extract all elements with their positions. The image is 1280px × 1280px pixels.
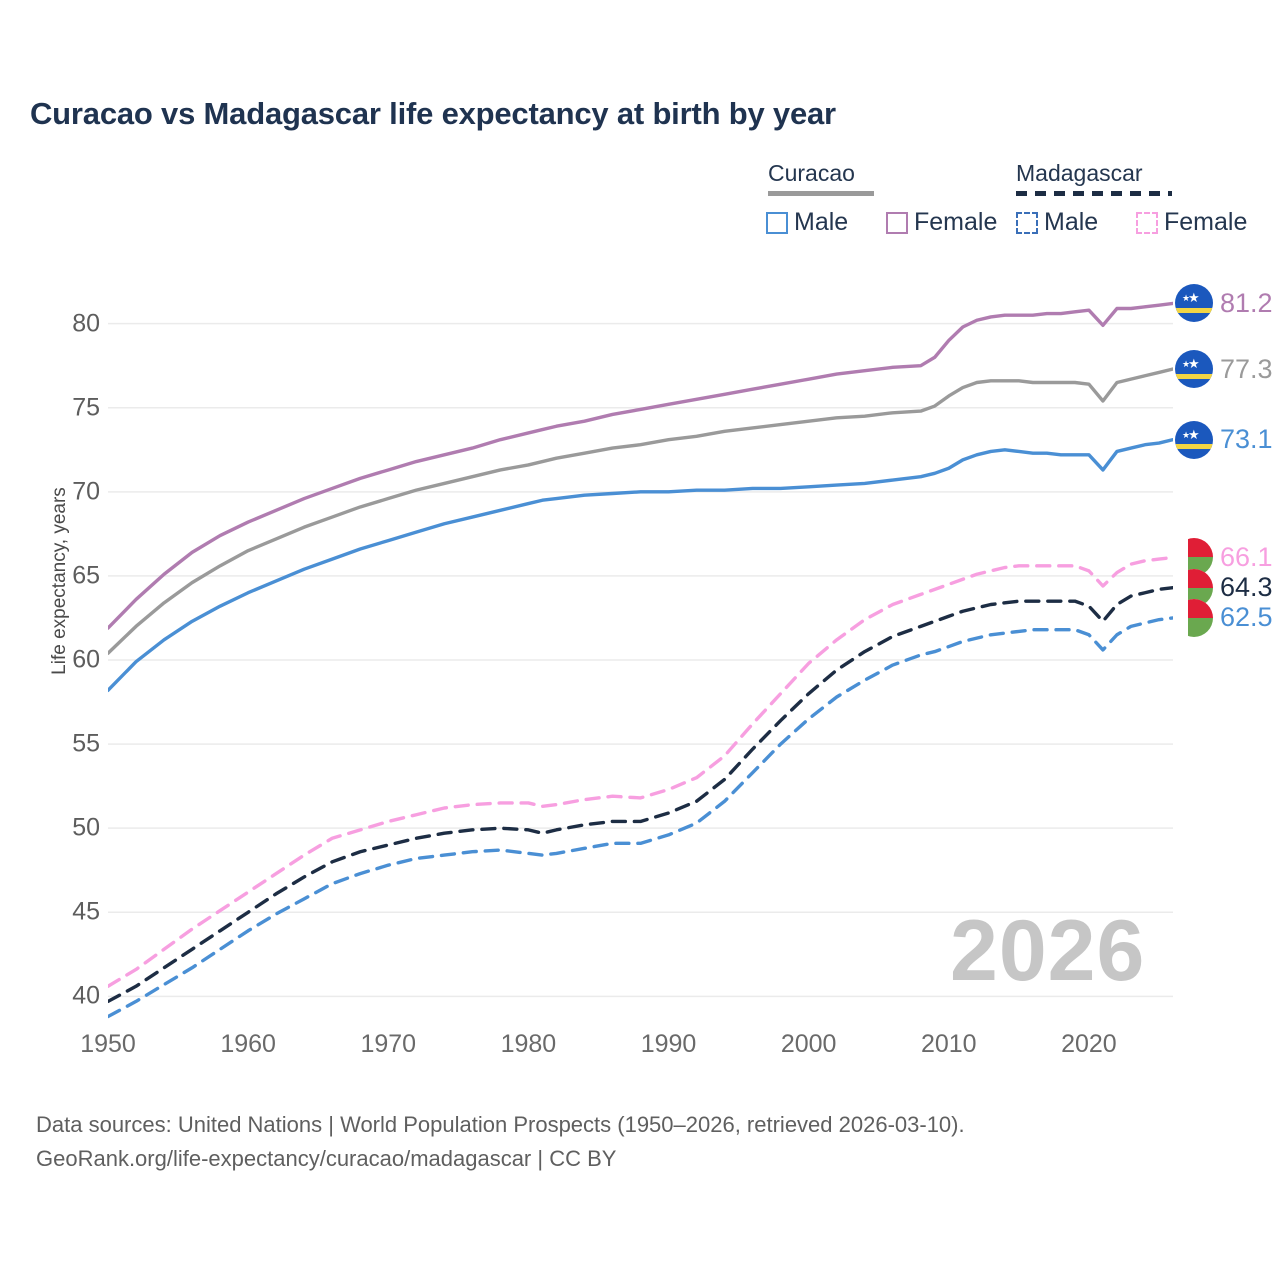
legend-swatch-icon-madagascar-male <box>1016 211 1038 234</box>
legend-group-curacao-rule <box>768 191 874 196</box>
curacao-flag-icon: ★ ★ <box>1175 420 1213 459</box>
footer: Data sources: United Nations | World Pop… <box>36 1108 1236 1176</box>
x-tick-label-2000: 2000 <box>780 1030 837 1058</box>
legend-group-madagascar-rule <box>1016 191 1172 196</box>
end-value-text: 81.2 <box>1220 287 1273 318</box>
legend-item-curacao-male[interactable]: Male <box>766 208 848 237</box>
page-title: Curacao vs Madagascar life expectancy at… <box>30 96 836 131</box>
watermark-year: 2026 <box>950 903 1146 999</box>
legend-group-curacao-title: Curacao <box>768 160 855 186</box>
x-axis-tick-labels: 1950 1960 1970 1980 1990 2000 2010 2020 <box>80 1030 1173 1070</box>
legend-item-curacao-female[interactable]: Female <box>886 208 997 237</box>
y-tick-label-65: 65 <box>72 561 100 590</box>
end-label-madagascar-male: 62.5 <box>1175 598 1273 637</box>
x-tick-label-1970: 1970 <box>360 1030 417 1058</box>
series-line-madagascar-total <box>108 585 1173 1004</box>
x-tick-label-2020: 2020 <box>1061 1030 1117 1058</box>
curacao-flag-icon: ★ ★ <box>1175 284 1213 323</box>
end-label-curacao-total: ★ ★ 77.3 <box>1175 350 1273 389</box>
y-tick-label-50: 50 <box>72 813 100 842</box>
end-label-curacao-female: ★ ★ 81.2 <box>1175 284 1273 323</box>
end-value-text: 77.3 <box>1220 353 1273 384</box>
x-tick-label-1990: 1990 <box>640 1030 697 1058</box>
plot-svg <box>108 301 1173 1019</box>
footer-data-sources: Data sources: United Nations | World Pop… <box>36 1112 965 1137</box>
legend-label-curacao-male: Male <box>794 208 849 236</box>
series-line-curacao-male <box>108 437 1173 692</box>
legend-label-madagascar-male: Male <box>1044 208 1099 236</box>
legend-item-madagascar-female[interactable]: Female <box>1136 208 1247 237</box>
end-label-curacao-male: ★ ★ 73.1 <box>1175 420 1273 459</box>
series-line-curacao-total <box>108 367 1173 655</box>
series-line-curacao-female <box>108 301 1173 630</box>
y-tick-label-60: 60 <box>72 645 100 674</box>
y-tick-label-45: 45 <box>72 897 100 926</box>
y-axis-tick-labels: 40 45 50 55 60 65 70 75 80 <box>40 290 100 1030</box>
series-line-madagascar-male <box>108 616 1173 1019</box>
y-tick-label-70: 70 <box>72 477 100 506</box>
legend-swatch-icon-curacao-female <box>886 211 908 234</box>
legend-group-madagascar-title: Madagascar <box>1016 160 1143 186</box>
end-value-text: 62.5 <box>1220 602 1273 633</box>
madagascar-flag-icon <box>1175 598 1213 637</box>
end-value-text: 73.1 <box>1220 424 1273 455</box>
y-axis-title: Life expectancy, years <box>49 487 70 675</box>
chart-legend: Curacao Madagascar Male Female Male Fema… <box>750 160 1260 240</box>
y-tick-label-80: 80 <box>72 309 100 338</box>
y-tick-label-75: 75 <box>72 393 100 422</box>
x-tick-label-1960: 1960 <box>220 1030 276 1058</box>
plot-area <box>108 290 1173 1030</box>
end-value-text: 66.1 <box>1220 541 1273 572</box>
x-tick-label-1950: 1950 <box>80 1030 136 1058</box>
legend-label-madagascar-female: Female <box>1164 208 1248 236</box>
y-tick-label-40: 40 <box>72 981 100 1010</box>
curacao-flag-icon: ★ ★ <box>1175 350 1213 389</box>
legend-swatch-icon-curacao-male <box>766 211 788 234</box>
legend-swatch-icon-madagascar-female <box>1136 211 1158 234</box>
end-value-text: 64.3 <box>1220 572 1273 603</box>
series-line-madagascar-female <box>108 555 1173 988</box>
x-tick-label-2010: 2010 <box>920 1030 977 1058</box>
x-tick-label-1980: 1980 <box>500 1030 557 1058</box>
legend-label-curacao-female: Female <box>914 208 998 236</box>
legend-item-madagascar-male[interactable]: Male <box>1016 208 1098 237</box>
footer-attribution: GeoRank.org/life-expectancy/curacao/mada… <box>36 1146 617 1172</box>
y-tick-label-55: 55 <box>72 729 100 758</box>
